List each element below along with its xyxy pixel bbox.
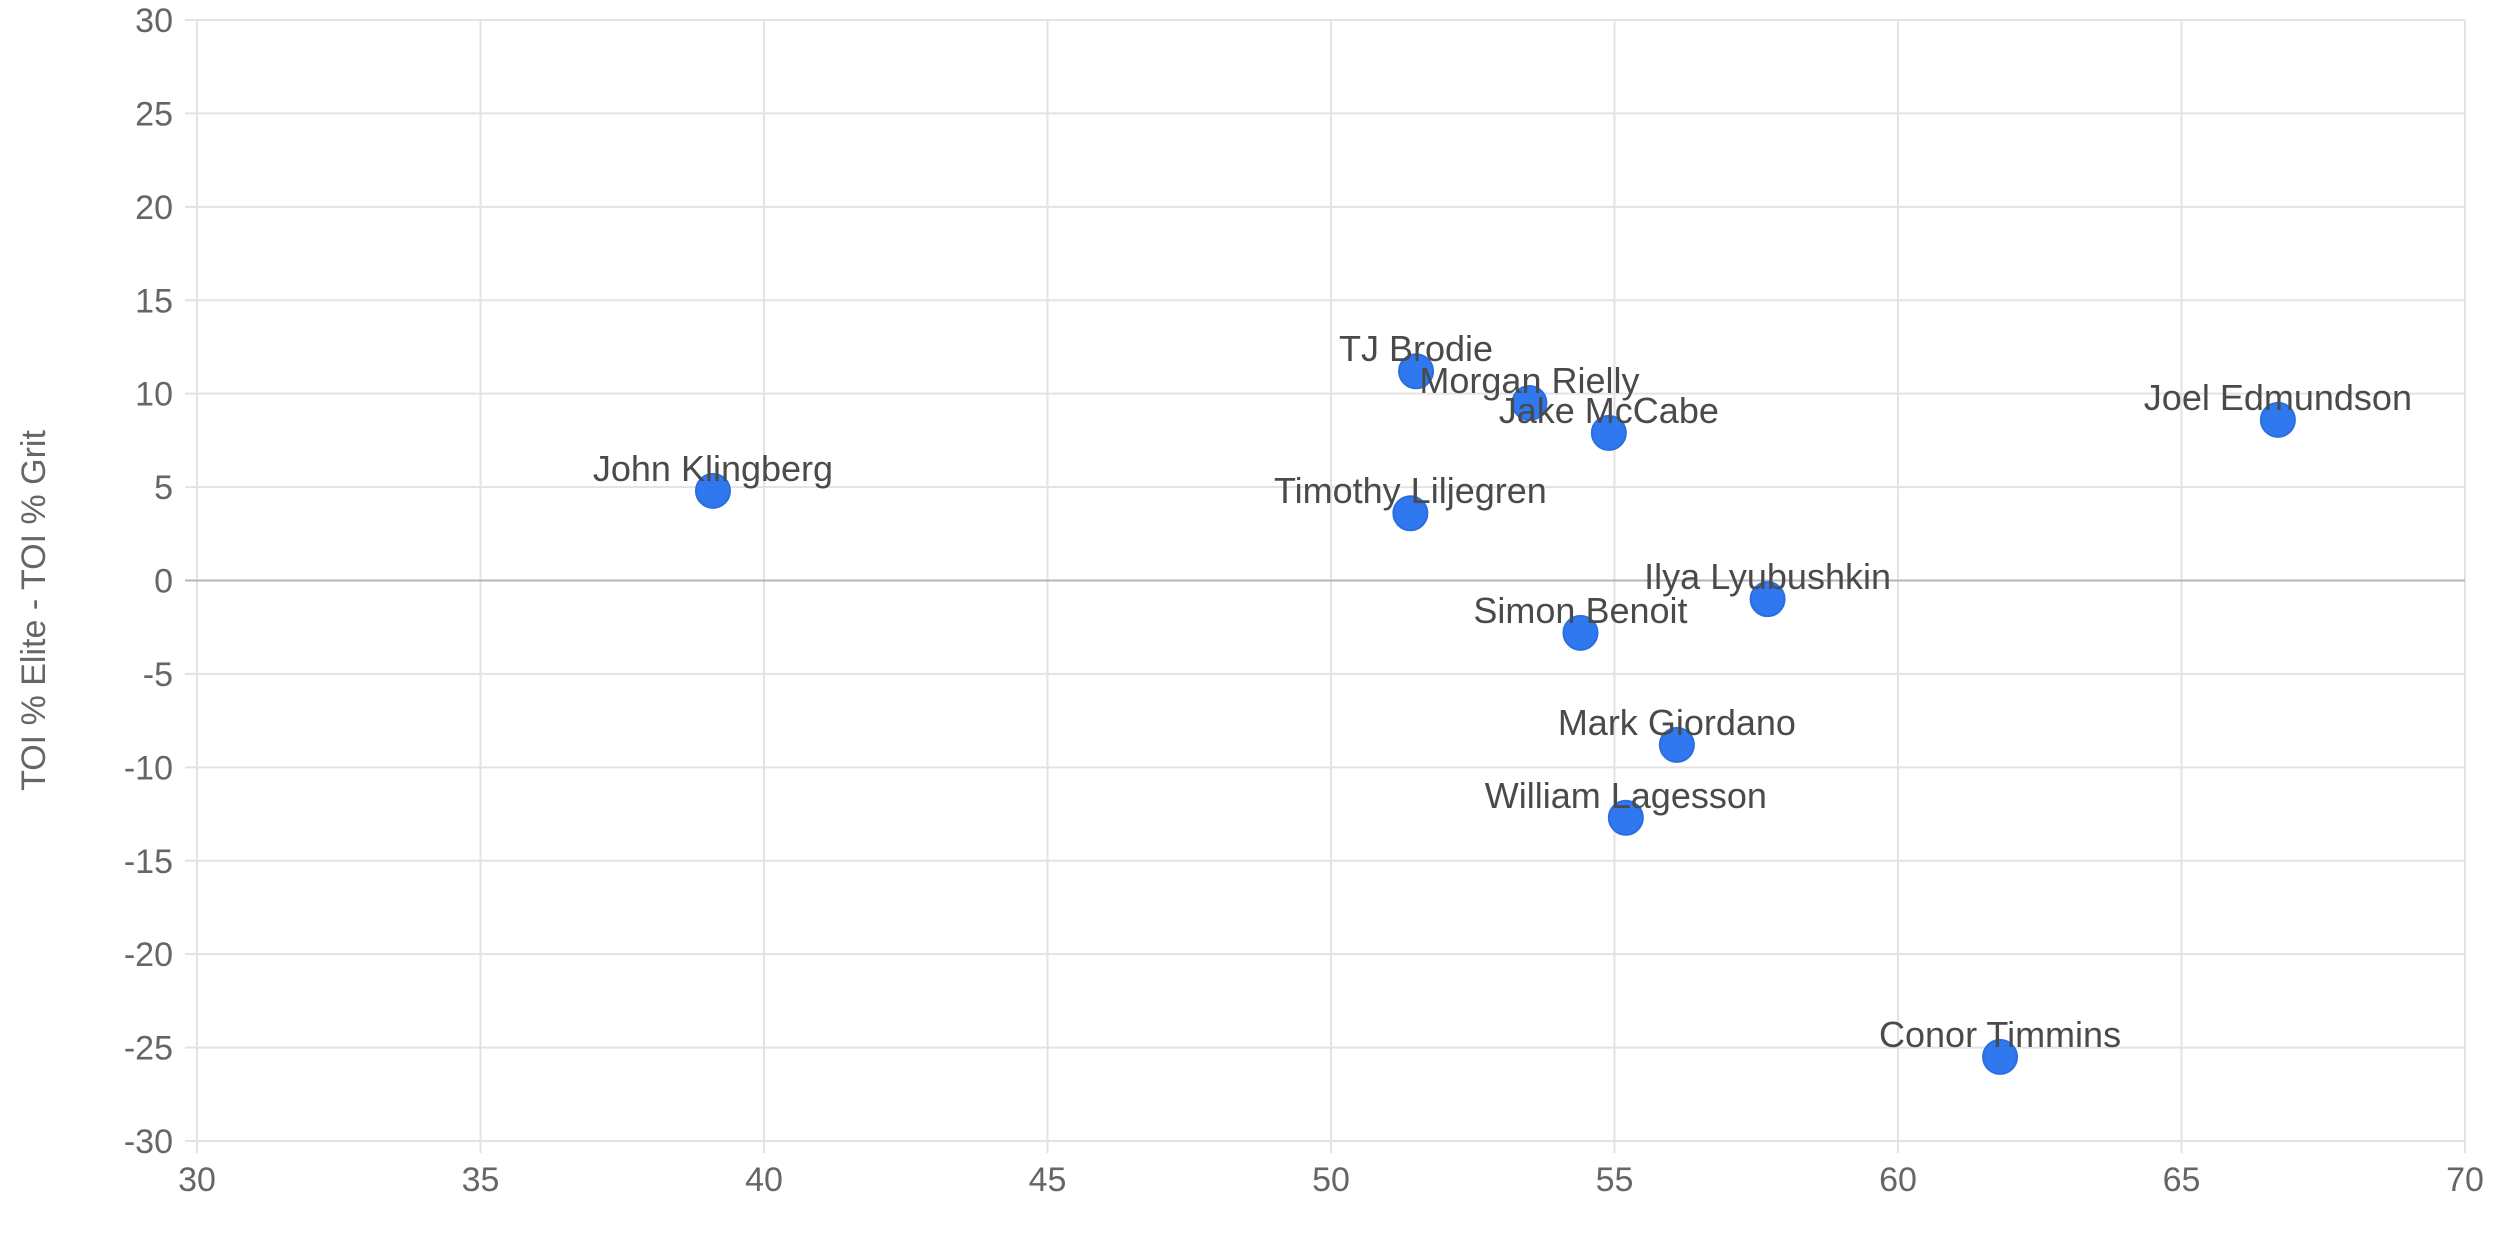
- point-label: Timothy Liljegren: [1274, 470, 1547, 511]
- point-label: Simon Benoit: [1473, 590, 1687, 631]
- axis-layer: 30 35 40 45 50 55 60 65 70302520151050-5-10-15-2…: [124, 2, 2484, 1199]
- point-label: TJ Brodie: [1339, 328, 1493, 369]
- x-tick-label: 60: [1879, 1161, 1917, 1199]
- x-tick-label: 55: [1596, 1161, 1634, 1199]
- y-tick-label: -25: [124, 1030, 173, 1068]
- x-tick-label: 35: [462, 1161, 500, 1199]
- y-tick-label: -20: [124, 936, 173, 974]
- points-layer: [694, 353, 2296, 1075]
- y-tick-label: 25: [135, 95, 173, 133]
- point-label: William Lagesson: [1485, 775, 1767, 816]
- x-tick-label: 30: [178, 1161, 216, 1199]
- x-tick-label: 50: [1312, 1161, 1350, 1199]
- data-point[interactable]: [1982, 1038, 2019, 1075]
- y-tick-label: 30: [135, 2, 173, 40]
- y-tick-label: 10: [135, 376, 173, 414]
- point-label: Jake McCabe: [1499, 390, 1719, 431]
- data-point[interactable]: [1749, 581, 1786, 618]
- point-label: Mark Giordano: [1558, 702, 1796, 743]
- y-tick-label: 0: [154, 563, 173, 601]
- data-point[interactable]: [1562, 614, 1599, 651]
- point-label: Ilya Lyubushkin: [1644, 556, 1891, 597]
- data-point[interactable]: [2259, 401, 2296, 438]
- y-tick-label: 5: [154, 469, 173, 507]
- data-point[interactable]: [1658, 726, 1695, 763]
- x-tick-label: 65: [2163, 1161, 2201, 1199]
- point-label: Joel Edmundson: [2144, 377, 2412, 418]
- data-point[interactable]: [1392, 495, 1429, 532]
- data-point[interactable]: [694, 472, 731, 509]
- y-tick-label: 20: [135, 189, 173, 227]
- data-point[interactable]: [1607, 799, 1644, 836]
- point-label: Morgan Rielly: [1419, 360, 1639, 401]
- y-axis-title: TOI % Elite - TOI % Grit: [15, 430, 53, 791]
- grid-layer: [185, 19, 2466, 1153]
- x-tick-label: 40: [745, 1161, 783, 1199]
- data-point[interactable]: [1590, 414, 1627, 451]
- data-point[interactable]: [1511, 385, 1548, 422]
- y-tick-label: -30: [124, 1123, 173, 1161]
- y-tick-label: -5: [143, 656, 173, 694]
- data-point[interactable]: [1398, 353, 1435, 390]
- y-tick-label: 15: [135, 282, 173, 320]
- y-tick-label: -15: [124, 843, 173, 881]
- point-label: Conor Timmins: [1879, 1014, 2121, 1055]
- point-label: John Klingberg: [593, 448, 833, 489]
- y-tick-label: -10: [124, 749, 173, 787]
- x-tick-label: 45: [1029, 1161, 1067, 1199]
- x-tick-label: 70: [2446, 1161, 2484, 1199]
